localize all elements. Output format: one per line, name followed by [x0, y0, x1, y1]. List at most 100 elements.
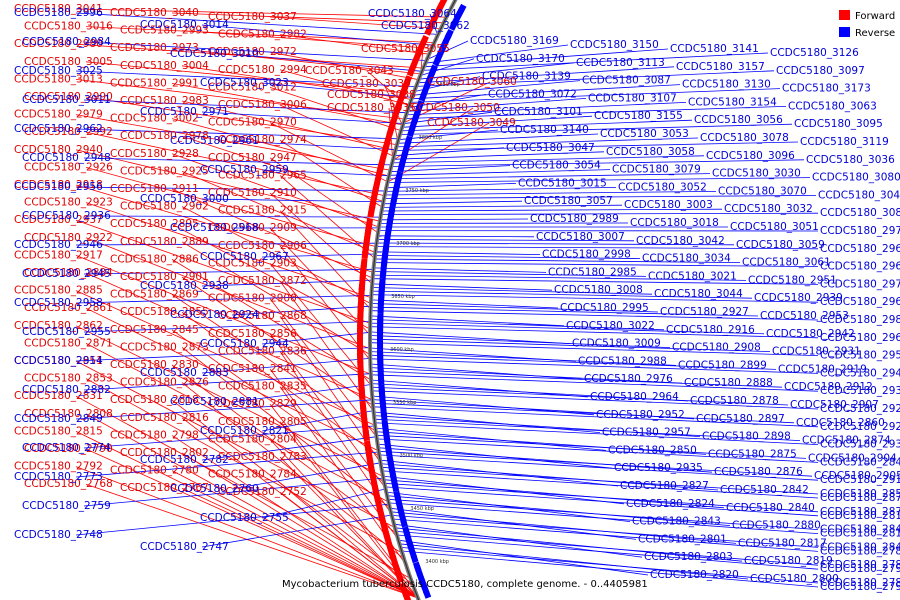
forward-gene-label: CCDC5180_2884	[24, 267, 113, 279]
scale-mark-label: 3450 kbp	[410, 506, 434, 512]
reverse-gene-label: CCDC5180_2800	[750, 573, 839, 585]
forward-gene-label: CCDC5180_2917	[14, 249, 103, 261]
reverse-connector	[399, 543, 749, 580]
reverse-connector	[377, 238, 635, 242]
reverse-gene-label: CCDC5180_3034	[642, 253, 731, 265]
reverse-gene-label: CCDC5180_2858	[820, 488, 900, 500]
reverse-gene-label: CCDC5180_3045	[818, 189, 900, 201]
forward-gene-label: CCDC5180_2862	[14, 320, 103, 332]
reverse-gene-label: CCDC5180_2920	[820, 403, 900, 415]
forward-gene-label: CCDC5180_2983	[120, 95, 209, 107]
reverse-gene-label: CCDC5180_2907	[790, 399, 879, 411]
reverse-connector	[395, 531, 819, 566]
reverse-gene-label: CCDC5180_2842	[720, 484, 809, 496]
reverse-gene-label: CCDC5180_2995	[560, 302, 649, 314]
scale-mark-label: 3650 kbp	[391, 294, 415, 300]
forward-gene-label: CCDC5180_2752	[218, 486, 307, 498]
reverse-gene-label: CCDC5180_3157	[676, 61, 765, 73]
forward-gene-label: CCDC5180_2979	[14, 109, 103, 121]
reverse-connector	[393, 147, 505, 157]
genome-ring: 3400 kbp 3450 kbp 3500 kbp 3550 kbp 3600 kbp…	[357, 0, 467, 600]
reverse-gene-label: CCDC5180_2912	[784, 381, 873, 393]
reverse-connector	[387, 498, 819, 530]
reverse-gene-label: CCDC5180_3015	[518, 177, 607, 189]
forward-gene-label: CCDC5180_2990	[24, 91, 113, 103]
forward-gene-label: CCDC5180_2853	[24, 373, 113, 385]
reverse-gene-label: CCDC5180_3119	[800, 136, 889, 148]
reverse-connector	[370, 358, 819, 374]
reverse-gene-block	[399, 149, 409, 164]
reverse-connector	[374, 418, 801, 441]
forward-gene-label: CCDC5180_2783	[218, 451, 307, 463]
reverse-gene-label: CCDC5180_3113	[576, 57, 665, 69]
reverse-connector	[370, 310, 819, 321]
reverse-gene-block	[378, 377, 385, 386]
forward-gene-label: CCDC5180_3002	[110, 113, 199, 125]
reverse-gene-label: CCDC5180_2981	[820, 314, 900, 326]
reverse-gene-block	[377, 291, 385, 306]
forward-connector	[181, 452, 419, 599]
reverse-connector	[372, 402, 795, 424]
forward-connector	[171, 294, 377, 432]
forward-gene-label: CCDC5180_2992	[24, 126, 113, 138]
reverse-gene-label: CCDC5180_2877	[820, 492, 900, 504]
forward-gene-label: CCDC5180_2889	[120, 236, 209, 248]
reverse-connector	[394, 527, 743, 562]
reverse-gene-label: CCDC5180_2796	[820, 581, 900, 593]
reverse-gene-block	[383, 235, 391, 244]
reverse-connector	[423, 48, 669, 68]
reverse-gene-label: CCDC5180_3087	[582, 75, 671, 87]
reverse-gene-label: CCDC5180_3154	[688, 96, 777, 108]
reverse-gene-label: CCDC5180_2874	[802, 435, 891, 447]
forward-connector	[181, 206, 372, 304]
reverse-gene-label: CCDC5180_3008	[554, 284, 643, 296]
forward-gene-label: CCDC5180_3038	[327, 89, 416, 101]
forward-connector	[181, 311, 380, 458]
forward-connector	[269, 474, 419, 599]
forward-connector	[269, 122, 388, 183]
forward-connector	[85, 307, 379, 452]
scale-mark-label: 3600 kbp	[390, 347, 414, 353]
reverse-connector	[201, 198, 384, 203]
reverse-connector	[383, 195, 817, 199]
forward-gene-label: CCDC5180_3037	[208, 11, 297, 23]
forward-connector	[171, 12, 444, 24]
reverse-connector	[388, 502, 819, 534]
reverse-gene-label: CCDC5180_3061	[742, 257, 831, 269]
reverse-connector	[371, 290, 753, 299]
reverse-gene-block	[385, 448, 393, 457]
reverse-gene-label: CCDC5180_2971	[140, 106, 229, 118]
reverse-gene-label: CCDC5180_2908	[672, 342, 761, 354]
legend-forward-label: Forward	[855, 11, 895, 22]
reverse-gene-label: CCDC5180_3062	[381, 20, 470, 32]
reverse-gene-label: CCDC5180_2942	[766, 328, 855, 340]
forward-gene-label: CCDC5180_2790	[24, 443, 113, 455]
reverse-gene-label: CCDC5180_2964	[590, 391, 679, 403]
forward-connector	[75, 114, 391, 171]
reverse-connector	[374, 262, 819, 267]
forward-gene-block	[358, 291, 365, 300]
reverse-connector	[380, 463, 719, 491]
reverse-gene-label: CCDC5180_3009	[572, 338, 661, 350]
forward-gene-label: CCDC5180_2845	[110, 324, 199, 336]
reverse-gene-label: CCDC5180_2748	[14, 529, 103, 541]
reverse-connector	[422, 52, 769, 71]
forward-gene-label: CCDC5180_2818	[110, 394, 199, 406]
reverse-connector	[398, 129, 499, 141]
forward-connector	[85, 343, 389, 503]
reverse-gene-block	[418, 93, 427, 102]
forward-gene-label: CCDC5180_2873	[120, 341, 209, 353]
forward-gene-label: CCDC5180_2856	[208, 328, 297, 340]
forward-gene-label: CCDC5180_2972	[208, 46, 297, 58]
legend-reverse-swatch	[839, 27, 850, 37]
reverse-gene-block	[423, 590, 432, 599]
reverse-gene-label: CCDC5180_2989	[530, 213, 619, 225]
reverse-gene-label: CCDC5180_3014	[140, 19, 229, 31]
forward-gene-label: CCDC5180_2805	[218, 416, 307, 428]
reverse-connector	[231, 140, 396, 150]
reverse-gene-label: CCDC5180_2914	[14, 355, 103, 367]
reverse-gene-label: CCDC5180_2774	[22, 442, 111, 454]
forward-gene-label: CCDC5180_2826	[120, 377, 209, 389]
reverse-connector	[231, 462, 381, 490]
reverse-gene-block	[448, 22, 458, 31]
